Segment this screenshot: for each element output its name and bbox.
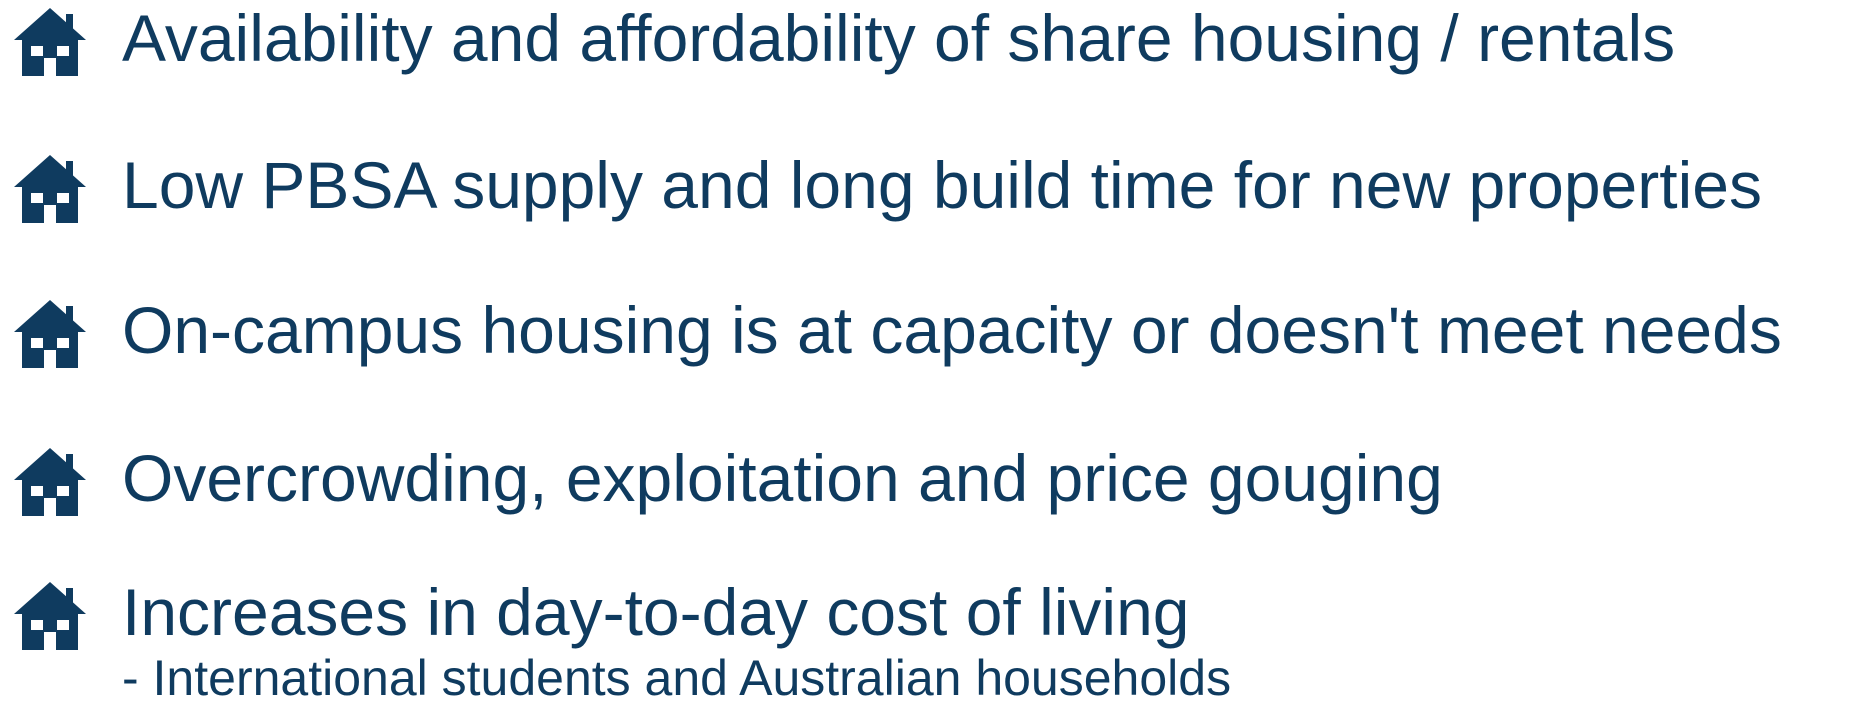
item-text: On-campus housing is at capacity or does… <box>122 293 1782 367</box>
house-icon <box>14 155 86 223</box>
house-icon <box>14 448 86 516</box>
item-text: Availability and affordability of share … <box>122 1 1676 75</box>
item-text: Overcrowding, exploitation and price gou… <box>122 441 1443 515</box>
item-text: Low PBSA supply and long build time for … <box>122 148 1762 222</box>
item-text: Increases in day-to-day cost of living <box>122 575 1190 649</box>
house-icon <box>14 300 86 368</box>
house-icon <box>14 582 86 650</box>
item-subtext: - International students and Australian … <box>122 650 1232 706</box>
house-icon <box>14 8 86 76</box>
